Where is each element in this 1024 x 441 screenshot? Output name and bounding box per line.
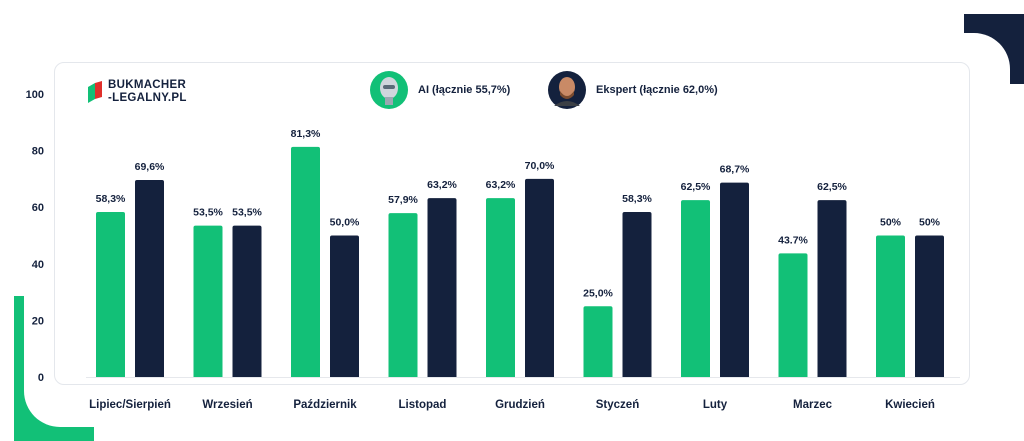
bar-expert — [232, 225, 262, 377]
y-tick-label: 80 — [32, 146, 44, 158]
bar-ai — [778, 253, 808, 377]
x-tick-label: Marzec — [793, 399, 833, 411]
data-label-expert: 70,0% — [525, 160, 555, 172]
data-label-ai: 62,5% — [681, 181, 711, 193]
y-tick-label: 60 — [32, 202, 44, 214]
bar-expert — [720, 182, 749, 377]
bar-expert — [915, 235, 944, 377]
data-label-ai: 81,3% — [291, 128, 321, 140]
x-tick-label: Luty — [703, 399, 728, 411]
data-label-ai: 58,3% — [96, 193, 126, 205]
data-label-ai: 43.7% — [778, 234, 808, 246]
bar-expert — [817, 200, 847, 377]
legend-item-ai: AI (łącznie 55,7%) — [370, 71, 510, 109]
data-label-ai: 50% — [880, 217, 902, 229]
data-label-ai: 63,2% — [486, 179, 516, 191]
brand-line-2: -LEGALNY.PL — [108, 92, 187, 104]
data-label-expert: 58,3% — [622, 193, 652, 205]
bar-expert — [330, 235, 359, 377]
brand-logo: BUKMACHER -LEGALNY.PL — [88, 79, 187, 105]
y-tick-label: 40 — [32, 259, 44, 271]
x-tick-label: Październik — [293, 399, 357, 411]
x-tick-label: Wrzesień — [202, 399, 252, 411]
bar-ai — [96, 212, 125, 377]
robot-avatar-icon — [370, 71, 408, 109]
y-tick-label: 20 — [32, 315, 44, 327]
data-label-expert: 50,0% — [330, 217, 360, 229]
bar-expert — [622, 212, 652, 377]
brand-line-1: BUKMACHER — [108, 79, 187, 91]
data-label-ai: 25,0% — [583, 287, 613, 299]
bar-ai — [681, 200, 710, 377]
bar-ai — [388, 213, 418, 377]
bar-expert — [427, 198, 457, 377]
y-tick-label: 100 — [26, 89, 44, 101]
bar-ai — [291, 146, 320, 377]
data-label-expert: 68,7% — [720, 164, 750, 176]
data-label-expert: 63,2% — [427, 179, 457, 191]
bar-expert — [135, 180, 164, 377]
bar-expert — [525, 178, 554, 377]
brand-logo-icon — [88, 81, 102, 103]
data-label-expert: 69,6% — [135, 161, 165, 173]
data-label-expert: 62,5% — [817, 181, 847, 193]
legend-item-expert: Ekspert (łącznie 62,0%) — [548, 71, 718, 109]
expert-photo-icon — [548, 71, 586, 109]
x-tick-label: Styczeń — [596, 399, 639, 411]
data-label-ai: 53,5% — [193, 207, 223, 219]
data-label-ai: 57,9% — [388, 194, 418, 206]
bar-ai — [486, 198, 515, 377]
data-label-expert: 50% — [919, 217, 941, 229]
legend-label-ai: AI (łącznie 55,7%) — [418, 84, 511, 96]
x-tick-label: Listopad — [399, 399, 447, 411]
bar-ai — [876, 235, 905, 377]
x-tick-label: Lipiec/Sierpień — [89, 399, 171, 411]
bar-ai — [193, 225, 223, 377]
bar-ai — [583, 306, 613, 377]
legend-label-expert: Ekspert (łącznie 62,0%) — [596, 84, 718, 96]
x-tick-label: Kwiecień — [885, 399, 935, 411]
y-tick-label: 0 — [38, 372, 44, 384]
data-label-expert: 53,5% — [232, 207, 262, 219]
x-tick-label: Grudzień — [495, 399, 545, 411]
